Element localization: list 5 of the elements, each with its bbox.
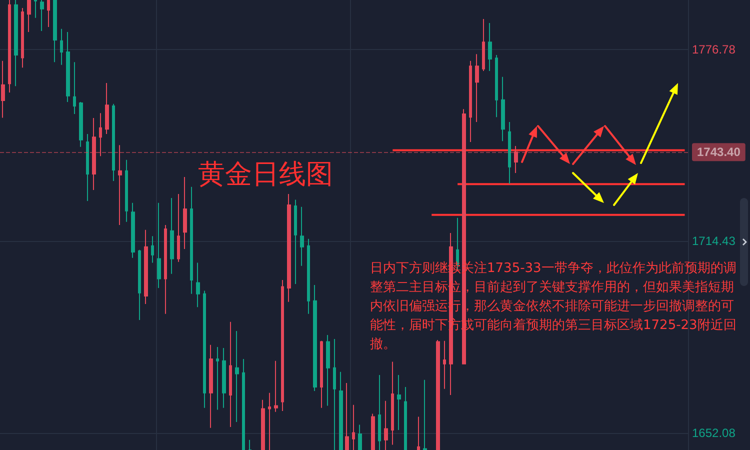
- text: 黄金日线图: [198, 159, 333, 190]
- ref-line-label: 1743.40: [697, 145, 741, 160]
- y-tick-label: 1776.78: [692, 42, 736, 57]
- y-tick-label: 1714.43: [692, 234, 736, 248]
- y-tick-label: 1652.08: [692, 426, 736, 440]
